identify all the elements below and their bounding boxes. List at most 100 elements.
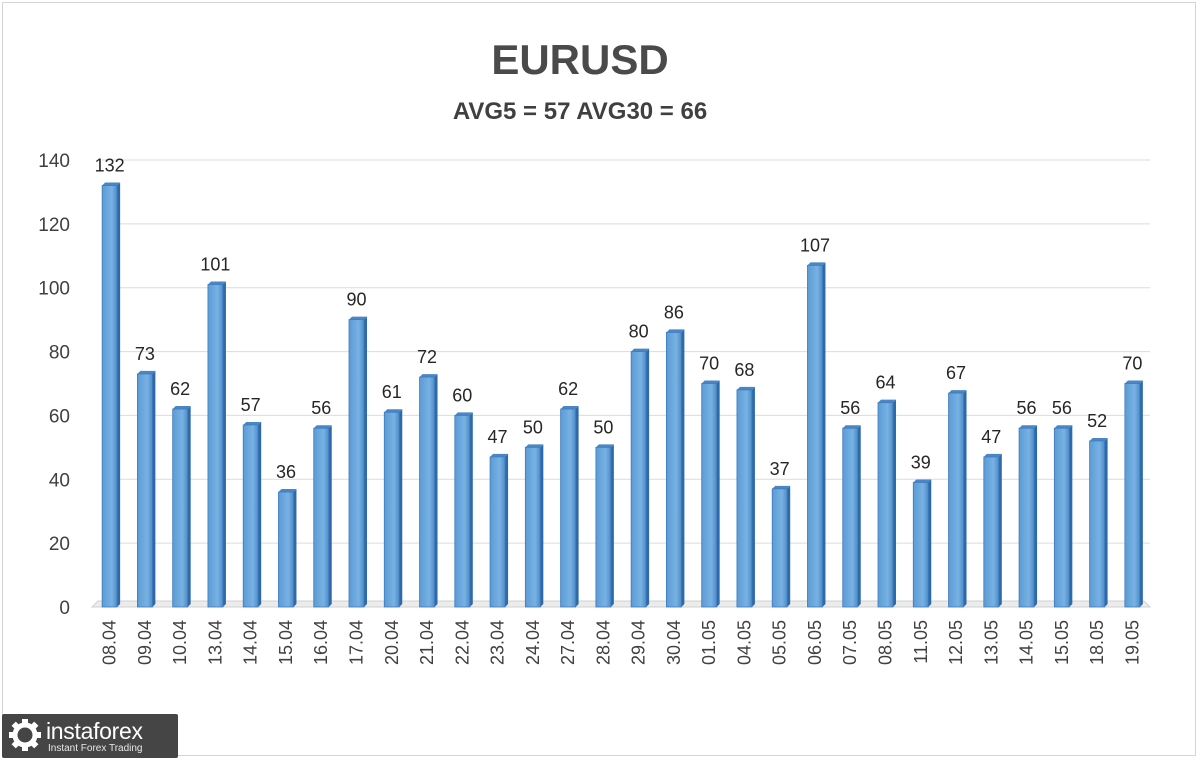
x-tick-label: 19.05 [1122, 620, 1142, 665]
x-tick-label: 27.04 [558, 620, 578, 665]
bar [666, 332, 682, 608]
bar-top [736, 386, 755, 390]
bar [419, 376, 435, 608]
bar-side [1139, 380, 1143, 607]
x-tick-label: 15.05 [1052, 620, 1072, 665]
bar [560, 408, 576, 608]
data-label: 60 [452, 385, 472, 405]
data-label: 132 [95, 156, 125, 176]
bar-top [1124, 380, 1143, 384]
data-label: 56 [1017, 398, 1037, 418]
bar-top [595, 444, 614, 448]
bar-top [842, 425, 861, 429]
data-label: 70 [699, 354, 719, 374]
y-tick-label: 40 [49, 470, 70, 491]
bar [1089, 440, 1105, 608]
x-tick-label: 05.05 [770, 620, 790, 665]
x-tick-label: 08.05 [876, 620, 896, 665]
bar [242, 424, 259, 608]
bar [948, 392, 964, 608]
y-tick-label: 100 [38, 279, 70, 300]
bar-top [913, 479, 932, 483]
bar-side [575, 406, 579, 607]
data-label: 86 [664, 302, 684, 322]
bar [172, 408, 189, 608]
bar-chart: 0 20 40 60 80 100 120 140 132 08.04 73 09.04 62 10.04… [38, 151, 1152, 665]
bar-top [878, 399, 896, 403]
x-tick-label: 09.04 [135, 620, 155, 665]
bar [1018, 427, 1035, 608]
data-label: 70 [1122, 354, 1142, 374]
bar [348, 319, 365, 608]
x-tick-label: 08.04 [100, 620, 120, 665]
x-tick-label: 13.04 [205, 620, 225, 665]
bar-top [560, 406, 579, 410]
bar [877, 402, 894, 608]
bar-side [1034, 425, 1038, 607]
bar [771, 488, 788, 608]
data-label: 39 [911, 452, 931, 472]
bar-top [948, 390, 967, 394]
bar [489, 456, 506, 608]
x-tick-label: 14.05 [1017, 620, 1037, 665]
watermark-tagline: Instant Forex Trading [48, 743, 143, 754]
bar [313, 427, 330, 608]
bar [207, 284, 224, 608]
x-tick-label: 24.04 [523, 620, 543, 665]
bar-top [349, 316, 367, 320]
bar-side [117, 182, 121, 608]
bar [983, 456, 1000, 608]
instaforex-watermark: instaforex Instant Forex Trading [2, 714, 178, 758]
bar-side [399, 409, 403, 607]
data-label: 62 [170, 379, 190, 399]
x-tick-label: 22.04 [452, 620, 472, 665]
x-tick-label: 16.04 [311, 620, 331, 665]
bar-top [983, 453, 1002, 457]
bar [595, 446, 612, 608]
chart-title: EURUSD [491, 36, 669, 83]
bar-side [1104, 437, 1108, 607]
bar-side [364, 316, 367, 607]
bar [1124, 383, 1141, 608]
bar-side [893, 399, 896, 607]
bar-top [1019, 425, 1038, 429]
data-label: 50 [523, 417, 543, 437]
data-label: 68 [734, 360, 754, 380]
x-tick-label: 21.04 [417, 620, 437, 665]
bar-side [469, 412, 473, 607]
gear-logo-icon [9, 719, 41, 751]
bar-top [1054, 425, 1073, 429]
bar-side [540, 444, 544, 607]
bar [136, 373, 153, 608]
x-tick-label: 23.04 [488, 620, 508, 665]
data-label: 107 [800, 235, 830, 255]
bar-side [258, 422, 262, 607]
data-label: 61 [382, 382, 402, 402]
x-tick-label: 10.04 [170, 620, 190, 665]
bar-side [928, 479, 932, 607]
bar [701, 383, 718, 608]
bar-top [243, 422, 262, 426]
bar [524, 446, 541, 608]
bar [842, 427, 859, 608]
data-label: 50 [593, 417, 613, 437]
x-tick-label: 18.05 [1087, 620, 1107, 665]
bar [278, 491, 294, 608]
x-tick-label: 29.04 [629, 620, 649, 665]
bar-top [207, 281, 226, 285]
bar-side [963, 390, 967, 607]
bar-top [701, 380, 720, 384]
x-tick-label: 11.05 [911, 620, 931, 664]
bar-top [490, 453, 509, 457]
bar-side [857, 425, 861, 607]
data-label: 56 [1052, 398, 1072, 418]
bar-side [1069, 425, 1073, 607]
bar-top [631, 348, 650, 352]
bar-side [222, 281, 226, 607]
bar-side [998, 453, 1002, 607]
bar-side [787, 485, 791, 607]
bar-side [293, 489, 297, 607]
data-label: 47 [981, 427, 1001, 447]
data-label: 73 [135, 344, 155, 364]
